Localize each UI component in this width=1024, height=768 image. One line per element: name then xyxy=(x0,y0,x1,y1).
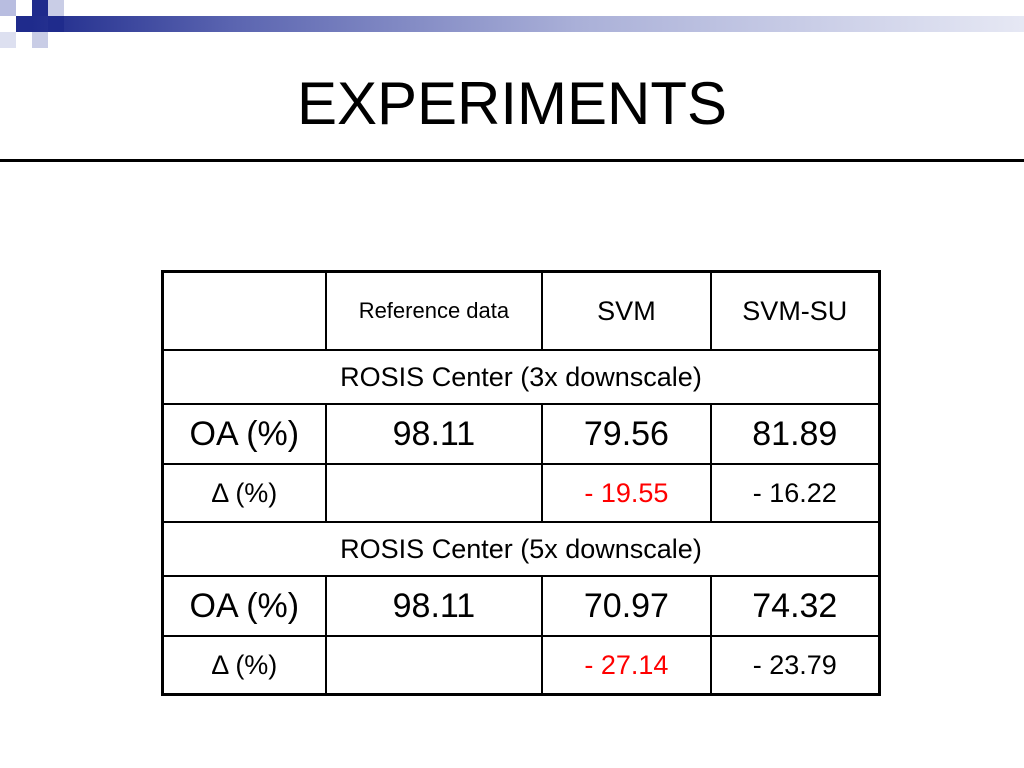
title-underline xyxy=(0,159,1024,162)
header-empty-cell xyxy=(161,270,327,351)
title-decoration xyxy=(0,0,1024,48)
cell-svm: - 27.14 xyxy=(541,635,712,696)
row-label-delta: Δ (%) xyxy=(161,635,327,696)
header-svm-su: SVM-SU xyxy=(709,270,881,351)
cell-svm: 79.56 xyxy=(541,403,712,465)
deco-square xyxy=(0,32,16,48)
row-label-oa: OA (%) xyxy=(161,403,327,465)
title-gradient-bar xyxy=(32,16,1024,32)
cell-reference: 98.11 xyxy=(324,403,544,465)
cell-svm-su: - 16.22 xyxy=(709,463,881,523)
results-table: Reference data SVM SVM-SU ROSIS Center (… xyxy=(161,270,881,696)
section-title-5x: ROSIS Center (5x downscale) xyxy=(161,521,881,577)
cell-svm: - 19.55 xyxy=(541,463,712,523)
section-row: ROSIS Center (3x downscale) xyxy=(161,349,881,405)
table-row: Δ (%) - 19.55 - 16.22 xyxy=(161,463,881,523)
deco-square xyxy=(32,0,48,16)
cell-svm: 70.97 xyxy=(541,575,712,637)
cell-reference: 98.11 xyxy=(324,575,544,637)
cell-svm-su: 74.32 xyxy=(709,575,881,637)
deco-square xyxy=(16,16,32,32)
deco-square xyxy=(48,0,64,16)
table-row: OA (%) 98.11 70.97 74.32 xyxy=(161,575,881,637)
table-row: Δ (%) - 27.14 - 23.79 xyxy=(161,635,881,696)
deco-square xyxy=(0,0,16,16)
table-row: OA (%) 98.11 79.56 81.89 xyxy=(161,403,881,465)
table-header-row: Reference data SVM SVM-SU xyxy=(161,270,881,351)
header-reference-data: Reference data xyxy=(324,270,544,351)
cell-reference xyxy=(324,463,544,523)
header-svm: SVM xyxy=(541,270,712,351)
deco-square xyxy=(32,32,48,48)
section-title-3x: ROSIS Center (3x downscale) xyxy=(161,349,881,405)
row-label-oa: OA (%) xyxy=(161,575,327,637)
cell-reference xyxy=(324,635,544,696)
section-row: ROSIS Center (5x downscale) xyxy=(161,521,881,577)
cell-svm-su: 81.89 xyxy=(709,403,881,465)
cell-svm-su: - 23.79 xyxy=(709,635,881,696)
row-label-delta: Δ (%) xyxy=(161,463,327,523)
deco-square xyxy=(48,16,64,32)
slide-title: EXPERIMENTS xyxy=(296,70,728,137)
